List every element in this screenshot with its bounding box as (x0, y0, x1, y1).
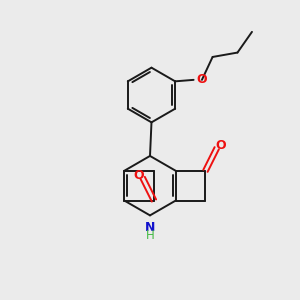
Text: O: O (134, 169, 144, 182)
Text: H: H (146, 230, 154, 242)
Text: O: O (215, 139, 226, 152)
Text: N: N (145, 221, 155, 234)
Text: O: O (196, 73, 207, 86)
